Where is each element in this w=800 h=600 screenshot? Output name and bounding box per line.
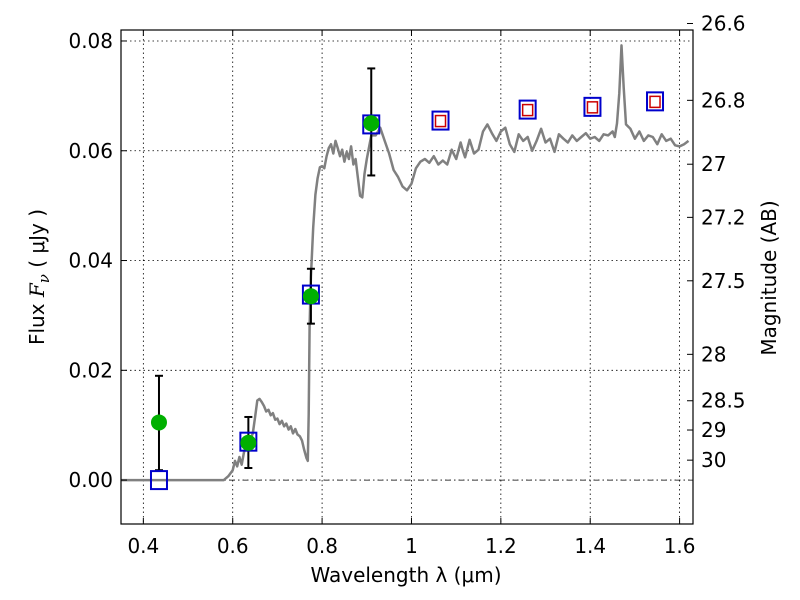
x-tick-label: 0.6 [217, 534, 249, 558]
observed-markers [150, 115, 380, 451]
model-marker-box [518, 99, 537, 120]
template-spectrum-line [121, 44, 690, 482]
y2-tick-label: 27.5 [701, 269, 746, 293]
y-tick-label: 0.02 [68, 358, 113, 382]
model-marker-inner-box [434, 114, 447, 128]
x-axis-ticks: 0.4 0.6 0.8 1 1.2 1.4 1.6 [127, 30, 696, 558]
y-tick-label: 0.08 [68, 29, 113, 53]
model-marker [646, 91, 665, 112]
y2-tick-label: 26.6 [701, 12, 746, 36]
y2-tick-label: 28 [701, 342, 726, 366]
plot-frame [120, 29, 694, 525]
y2-axis-ticks: 26.6 26.8 27 27.2 27.5 28 28.5 29 30 [687, 12, 746, 472]
x-tick-label: 1 [405, 534, 418, 558]
model-marker [431, 110, 450, 131]
y-axis-title: Flux Fν ( μJy ) [25, 209, 53, 345]
y-tick-label: 0.04 [68, 249, 113, 273]
y-axis-title-subscript: ν [35, 274, 53, 283]
y2-tick-label: 30 [701, 448, 726, 472]
model-marker-box [583, 96, 602, 117]
x-tick-label: 1.2 [485, 534, 517, 558]
model-marker [518, 99, 537, 120]
model-marker-box [646, 91, 665, 112]
y-axis-ticks: 0.00 0.02 0.04 0.06 0.08 [68, 29, 127, 492]
y2-axis-title: Magnitude (AB) [757, 200, 781, 355]
model-marker-inner-box [521, 103, 534, 117]
model-marker-box [431, 110, 450, 131]
y-axis-title-symbol: F [25, 282, 49, 298]
observed-marker [363, 115, 380, 132]
model-marker [583, 96, 602, 117]
y2-tick-label: 28.5 [701, 389, 746, 413]
x-tick-label: 1.4 [574, 534, 606, 558]
y2-tick-label: 27 [701, 152, 726, 176]
model-marker-inner-box [649, 95, 661, 109]
y-axis-title-units: ( μJy ) [25, 209, 49, 274]
observed-marker [240, 434, 257, 451]
x-tick-label: 0.4 [127, 534, 159, 558]
observed-marker [302, 288, 319, 305]
y-axis-title-main: Flux [25, 297, 49, 345]
y-tick-label: 0.00 [68, 468, 113, 492]
y2-tick-label: 29 [701, 418, 726, 442]
x-axis-title: Wavelength λ (μm) [310, 563, 501, 587]
model-marker [149, 470, 168, 491]
model-marker-inner-box [586, 101, 599, 114]
x-tick-label: 0.8 [306, 534, 338, 558]
model-marker-box [149, 470, 168, 491]
observed-marker [150, 414, 167, 431]
y2-tick-label: 27.2 [701, 205, 746, 229]
y-tick-label: 0.06 [68, 139, 113, 163]
y2-tick-label: 26.8 [701, 88, 746, 112]
x-tick-label: 1.6 [664, 534, 696, 558]
